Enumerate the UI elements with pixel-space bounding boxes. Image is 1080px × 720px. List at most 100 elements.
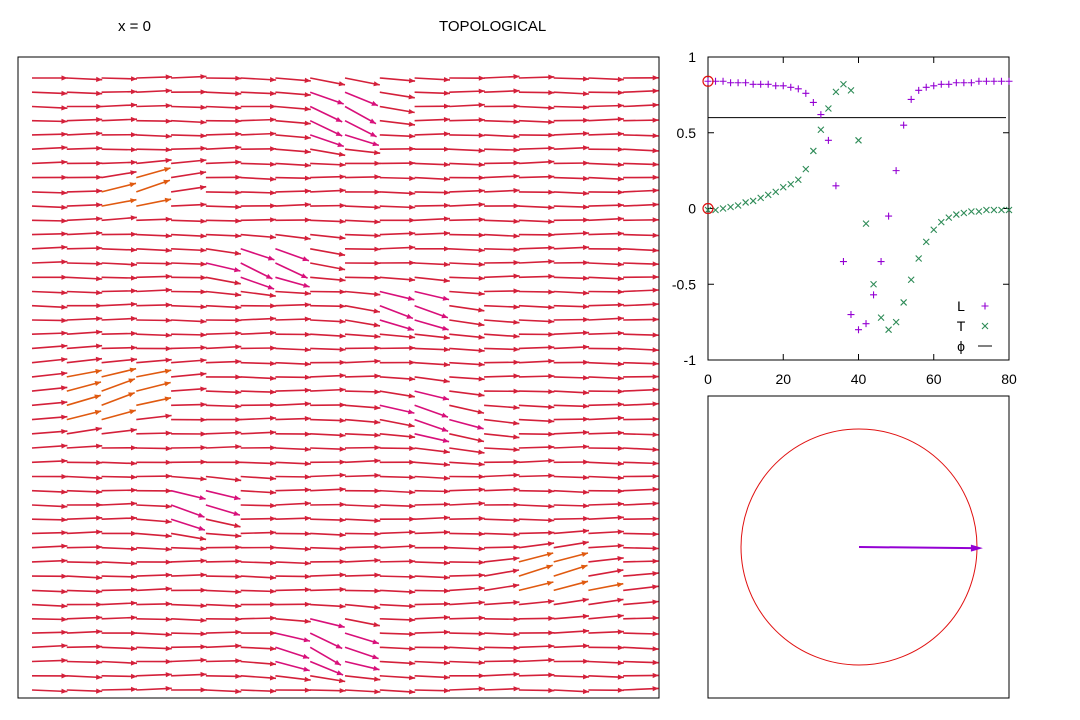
field-arrow: [588, 613, 624, 620]
field-arrow: [275, 105, 311, 112]
field-arrow: [101, 460, 138, 466]
field-arrow-head: [513, 304, 520, 310]
field-arrow-head: [200, 202, 207, 208]
L-point: [824, 136, 832, 144]
field-arrow-head: [477, 424, 484, 430]
field-arrow: [553, 131, 590, 137]
field-arrow-head: [61, 543, 68, 549]
field-arrow-head: [304, 134, 311, 141]
field-arrow-head: [235, 159, 242, 165]
field-arrow-head: [61, 159, 68, 165]
field-arrow: [344, 518, 381, 524]
field-arrow: [275, 646, 310, 659]
field-arrow: [101, 231, 138, 237]
field-arrow-head: [478, 261, 485, 267]
field-arrow: [414, 461, 450, 467]
field-arrow: [136, 302, 172, 308]
field-arrow: [240, 646, 277, 652]
field-arrow: [623, 217, 659, 223]
field-arrow-head: [200, 119, 207, 125]
field-arrow: [101, 474, 138, 480]
T-point: [1005, 206, 1013, 214]
field-arrow: [379, 146, 416, 152]
field-arrow-head: [374, 174, 381, 180]
field-arrow: [344, 91, 379, 107]
field-arrow: [310, 572, 346, 578]
field-arrow: [240, 402, 277, 408]
field-arrow-head: [96, 174, 103, 180]
field-arrow-head: [235, 75, 242, 81]
field-arrow-head: [131, 76, 137, 82]
field-arrow-head: [200, 572, 207, 578]
field-arrow-head: [130, 546, 137, 552]
field-arrow-head: [583, 516, 590, 522]
field-arrow: [136, 357, 172, 364]
field-arrow: [171, 386, 207, 392]
L-point: [945, 80, 953, 88]
field-arrow-head: [478, 449, 485, 455]
field-arrow-head: [339, 203, 346, 209]
field-arrow: [379, 516, 416, 522]
field-arrow-head: [164, 396, 171, 402]
field-arrow-head: [235, 658, 242, 664]
L-point: [764, 80, 772, 88]
field-arrow-head: [444, 146, 450, 152]
field-arrow-head: [442, 325, 449, 331]
field-arrow-head: [583, 230, 590, 236]
field-arrow-head: [548, 174, 555, 180]
field-arrow-head: [478, 673, 485, 679]
field-arrow-head: [200, 247, 207, 253]
field-arrow-head: [339, 586, 346, 593]
field-arrow: [310, 373, 346, 379]
field-arrow: [414, 77, 451, 83]
field-arrow-head: [200, 218, 207, 224]
field-arrow-head: [548, 273, 555, 279]
field-arrow: [31, 489, 68, 495]
field-arrow: [518, 580, 554, 592]
field-arrow-head: [583, 290, 590, 296]
field-arrow-head: [374, 204, 381, 210]
field-arrow: [205, 430, 242, 436]
field-arrow: [484, 404, 520, 410]
field-arrow-head: [304, 515, 311, 521]
field-arrow-head: [95, 426, 102, 432]
field-arrow-head: [270, 345, 277, 351]
field-arrow-head: [583, 190, 590, 196]
legend-label: ϕ: [957, 338, 965, 354]
field-arrow-head: [96, 502, 103, 508]
field-arrow: [240, 77, 277, 83]
L-point: [915, 86, 923, 94]
field-arrow: [414, 545, 450, 551]
field-arrow-head: [617, 176, 624, 182]
field-arrow: [553, 429, 590, 436]
field-arrow: [344, 458, 381, 464]
field-arrow: [205, 317, 242, 323]
field-arrow: [588, 415, 624, 421]
field-arrow: [344, 675, 381, 682]
T-point: [885, 326, 892, 334]
field-arrow: [449, 304, 485, 313]
field-arrow-head: [443, 515, 450, 521]
field-arrow: [136, 233, 172, 239]
field-arrow: [449, 148, 485, 154]
field-arrow-head: [583, 330, 590, 336]
field-arrow: [240, 475, 277, 481]
field-arrow: [66, 145, 103, 151]
field-arrow-head: [200, 386, 207, 392]
field-arrow: [205, 359, 242, 365]
field-arrow-head: [513, 133, 520, 139]
field-arrow-head: [200, 261, 207, 267]
field-arrow-head: [200, 371, 207, 377]
field-arrow: [623, 174, 659, 180]
field-arrow: [136, 216, 172, 222]
field-arrow-head: [548, 530, 555, 536]
field-arrow-head: [165, 147, 172, 153]
field-arrow: [484, 133, 520, 139]
field-arrow: [623, 558, 659, 564]
field-arrow: [484, 247, 520, 253]
field-arrow: [310, 417, 346, 424]
L-point: [749, 80, 757, 88]
field-arrow-head: [128, 378, 135, 384]
field-arrow: [275, 474, 311, 480]
field-arrow: [171, 145, 207, 151]
